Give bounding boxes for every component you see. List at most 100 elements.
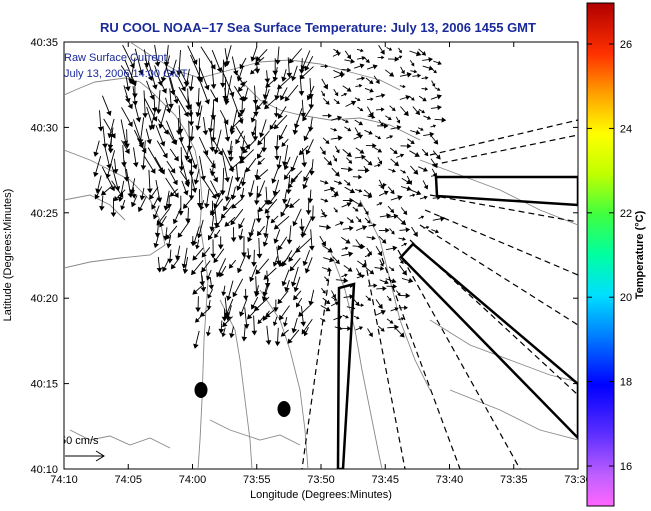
current-vector [224, 118, 231, 142]
current-vector [238, 228, 244, 241]
current-vector [375, 309, 386, 316]
colorbar-tick-label: 24 [620, 123, 632, 135]
current-vector [354, 119, 364, 126]
current-vector [229, 109, 238, 135]
current-vector [356, 225, 368, 231]
current-vector [409, 50, 422, 57]
current-vector [170, 257, 180, 270]
current-vector [363, 165, 369, 172]
current-vector [196, 219, 204, 239]
current-vector [179, 170, 190, 185]
current-vector [431, 173, 438, 178]
current-vector [400, 169, 407, 174]
current-vector [398, 256, 404, 265]
current-vector [324, 186, 336, 192]
current-vector [293, 276, 301, 293]
current-vector [377, 156, 383, 165]
x-tick-label: 73:50 [307, 474, 335, 486]
current-vector [377, 123, 389, 129]
current-vector [410, 69, 418, 74]
current-vector [223, 195, 234, 212]
current-vector [284, 279, 290, 293]
current-vector [292, 208, 302, 227]
current-vector [304, 257, 313, 274]
current-vector [154, 44, 161, 67]
current-vector [284, 84, 299, 102]
current-vector [238, 217, 245, 229]
current-vector [345, 283, 354, 289]
current-vector [256, 180, 266, 199]
current-vector [239, 57, 247, 70]
current-vector [335, 277, 349, 284]
current-vector [298, 145, 309, 156]
current-vector [166, 160, 176, 174]
current-vector [238, 147, 245, 162]
current-vector [250, 46, 258, 62]
current-vector [209, 215, 216, 232]
current-vector [344, 50, 352, 60]
current-vector [288, 48, 303, 64]
current-vector [323, 256, 335, 263]
current-vector [398, 47, 402, 54]
current-vector [125, 95, 133, 110]
current-vector [200, 46, 216, 70]
current-vector [273, 106, 279, 118]
current-vector [302, 249, 311, 267]
current-vector [366, 235, 376, 241]
current-vector [410, 165, 419, 175]
current-vector [215, 218, 223, 229]
current-vector [121, 140, 130, 155]
current-vector [243, 288, 249, 301]
current-vector [418, 95, 427, 102]
current-vector [264, 95, 280, 110]
current-vector [213, 189, 223, 209]
current-vector [273, 215, 290, 230]
current-vector [93, 155, 102, 178]
current-vector [357, 303, 365, 307]
current-vector [281, 269, 290, 287]
current-vector [274, 327, 281, 347]
current-vector [95, 175, 102, 194]
current-vector [192, 247, 204, 261]
current-vector [140, 140, 147, 171]
current-vector [243, 307, 250, 329]
current-vector [264, 70, 271, 84]
current-vector [390, 125, 402, 131]
current-vector [378, 325, 385, 332]
current-vector [155, 125, 166, 147]
annotation-line2: July 13, 2006 14:00 GMT [64, 68, 188, 80]
annotation-line1: Raw Surface Current [64, 52, 167, 64]
current-vector [367, 106, 374, 118]
current-vector [181, 180, 189, 196]
current-vector [343, 179, 351, 186]
colorbar-tick-label: 16 [620, 461, 632, 473]
current-vector [331, 296, 338, 301]
current-vector [387, 186, 395, 195]
x-tick-label: 73:30 [564, 474, 592, 486]
current-vector [364, 87, 374, 93]
current-vector [134, 48, 144, 75]
current-vector [374, 265, 385, 271]
current-vector [128, 57, 136, 84]
current-vector [137, 196, 147, 213]
current-vector [143, 49, 150, 68]
current-vector [389, 147, 398, 155]
current-vector [239, 187, 246, 200]
current-vector [331, 167, 340, 177]
current-vector [272, 316, 278, 327]
current-vector [432, 150, 441, 160]
current-vector [378, 227, 390, 233]
current-vector [343, 265, 353, 272]
current-vector [324, 276, 329, 282]
current-vector [121, 107, 133, 128]
current-vector [132, 86, 138, 106]
current-vector [375, 299, 383, 310]
current-vector [125, 75, 131, 92]
current-vector [207, 229, 215, 241]
current-vector [153, 235, 159, 249]
current-vector [300, 99, 307, 118]
current-vector [199, 307, 211, 317]
current-vector [120, 199, 126, 211]
current-vector [277, 290, 289, 305]
current-vector [303, 167, 313, 182]
